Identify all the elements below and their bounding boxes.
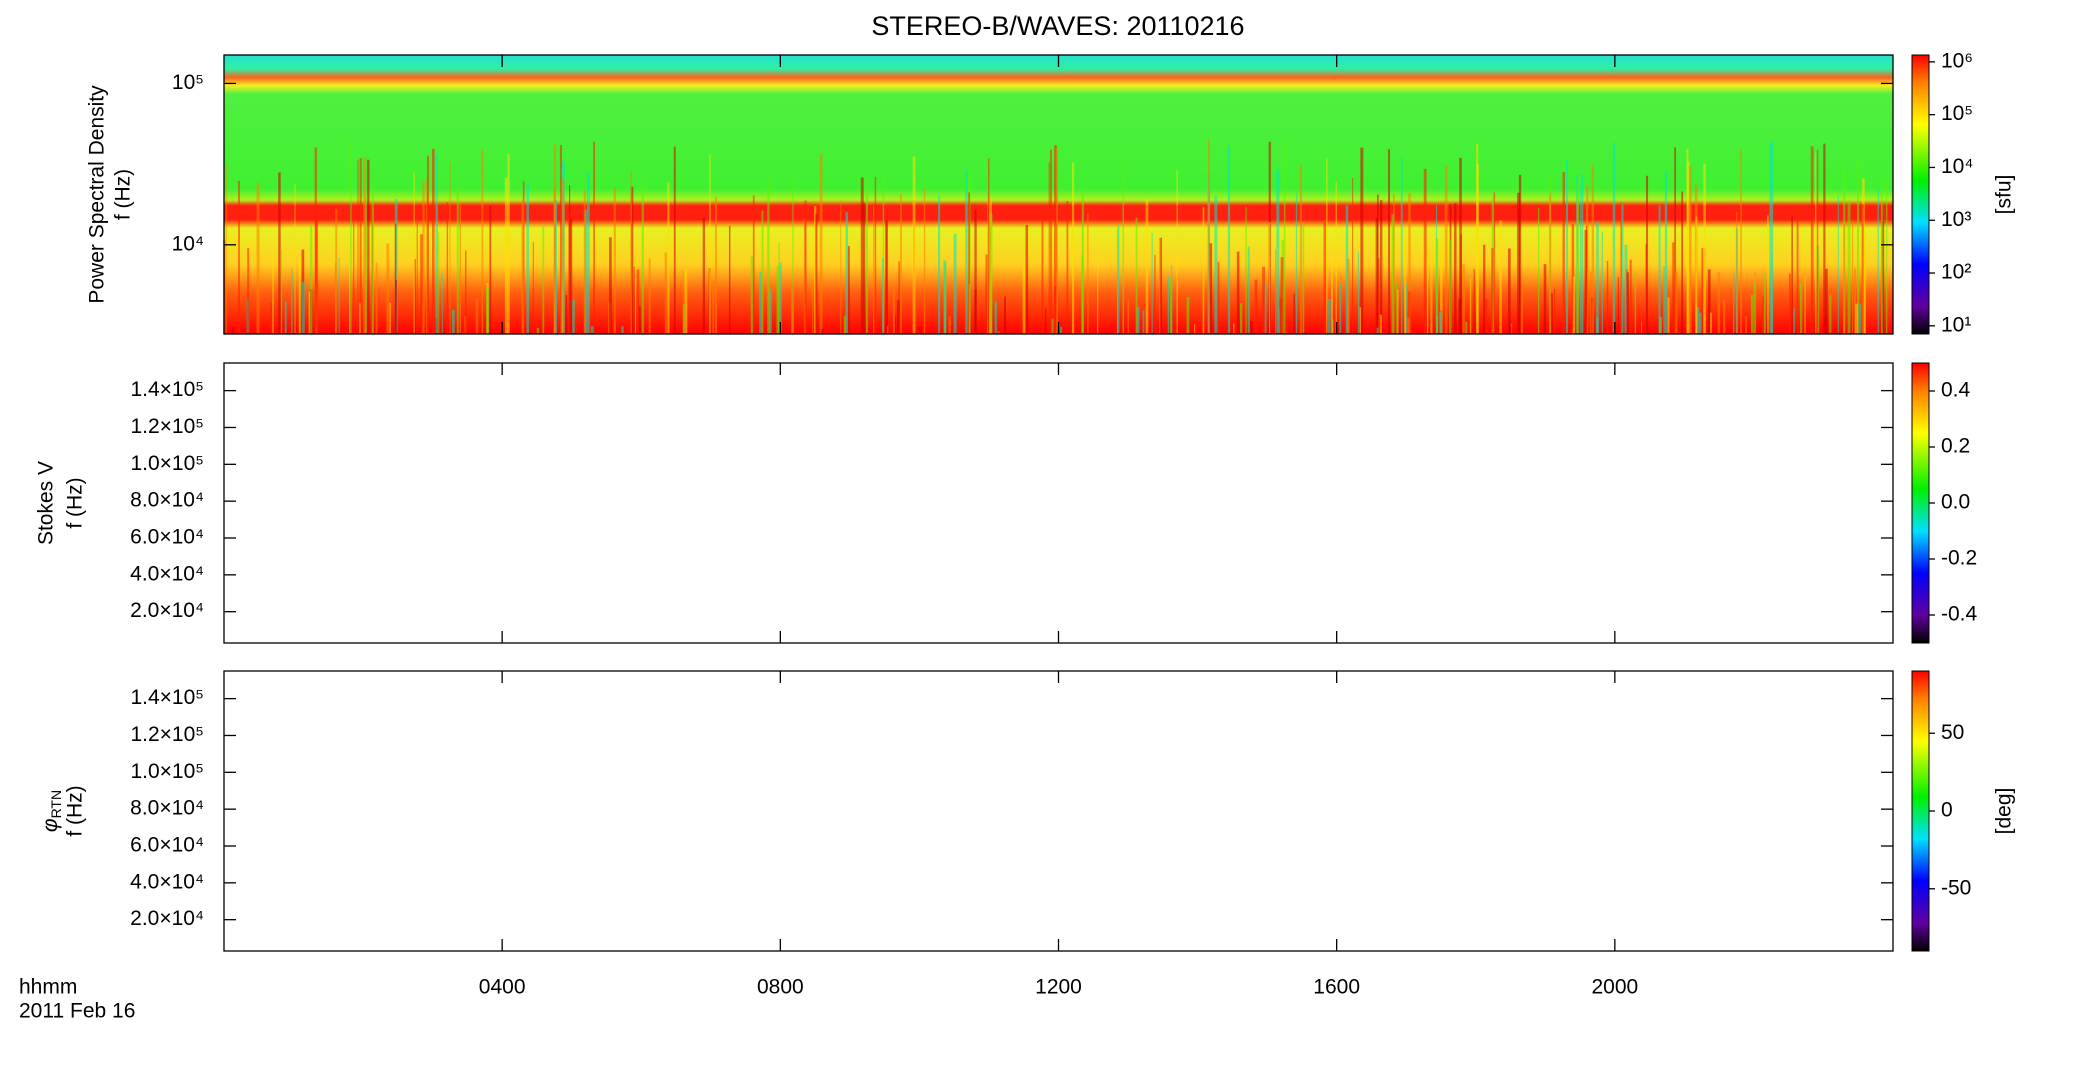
y-axis-label: Power Spectral Density — [86, 85, 109, 304]
x-tick-label: 2000 — [1591, 976, 1638, 999]
x-tick-label: 1600 — [1313, 976, 1360, 999]
x-axis-label: hhmm — [19, 976, 77, 999]
y-tick-label: 8.0×10⁴ — [130, 489, 204, 512]
y-tick-label: 1.4×10⁵ — [130, 378, 204, 401]
y-tick-label: 6.0×10⁴ — [130, 526, 204, 549]
y-tick-label: 4.0×10⁴ — [130, 562, 204, 585]
colorbar — [1911, 670, 1930, 952]
y-tick-label: 1.2×10⁵ — [130, 415, 204, 438]
y-tick-label: 1.0×10⁵ — [130, 760, 204, 783]
colorbar-tick-label: 10³ — [1941, 208, 1971, 231]
date-label: 2011 Feb 16 — [19, 1000, 135, 1023]
y-tick-label: 4.0×10⁴ — [130, 870, 204, 893]
colorbar — [1911, 362, 1930, 644]
colorbar-tick-label: 50 — [1941, 721, 1964, 744]
spectrogram-image — [224, 55, 1893, 334]
y-tick-label: 1.4×10⁵ — [130, 686, 204, 709]
colorbar-tick-label: 0.0 — [1941, 491, 1970, 514]
colorbar-tick-label: 10⁴ — [1941, 155, 1973, 178]
y-axis-label: φRTN — [39, 790, 64, 832]
plot-frame — [223, 362, 1894, 644]
colorbar-tick-label: 0 — [1941, 799, 1953, 822]
x-tick-label: 0400 — [479, 976, 526, 999]
y-axis-unit-label: f (Hz) — [64, 785, 87, 836]
y-tick-label: 2.0×10⁴ — [130, 599, 204, 622]
colorbar — [1911, 54, 1930, 335]
y-axis-unit-label: f (Hz) — [64, 477, 87, 528]
y-tick-label: 1.0×10⁵ — [130, 452, 204, 475]
y-tick-label: 2.0×10⁴ — [130, 907, 204, 930]
y-tick-label: 10⁵ — [172, 71, 204, 94]
y-tick-label: 8.0×10⁴ — [130, 797, 204, 820]
colorbar-tick-label: -0.2 — [1941, 547, 1977, 570]
colorbar-tick-label: -0.4 — [1941, 603, 1978, 626]
y-tick-label: 1.2×10⁵ — [130, 723, 204, 746]
colorbar-tick-label: 0.4 — [1941, 379, 1971, 402]
colorbar-label: [sfu] — [1993, 175, 2016, 215]
colorbar-tick-label: -50 — [1941, 876, 1971, 899]
colorbar-tick-label: 10² — [1941, 261, 1971, 284]
colorbar-tick-label: 10⁵ — [1941, 102, 1973, 125]
colorbar-tick-label: 10¹ — [1941, 313, 1971, 336]
chart-title: STEREO-B/WAVES: 20110216 — [871, 11, 1244, 41]
y-tick-label: 6.0×10⁴ — [130, 834, 204, 857]
y-axis-unit-label: f (Hz) — [112, 169, 135, 220]
x-tick-label: 0800 — [757, 976, 804, 999]
y-axis-label: Stokes V — [35, 461, 58, 545]
y-tick-label: 10⁴ — [172, 232, 204, 255]
colorbar-label: [deg] — [1993, 788, 2016, 835]
colorbar-tick-label: 10⁶ — [1941, 49, 1973, 72]
plot-frame — [223, 670, 1894, 952]
x-tick-label: 1200 — [1035, 976, 1082, 999]
colorbar-tick-label: 0.2 — [1941, 435, 1970, 458]
y-axis-symbol: φ — [39, 818, 62, 832]
y-axis-subscript: RTN — [48, 790, 64, 819]
